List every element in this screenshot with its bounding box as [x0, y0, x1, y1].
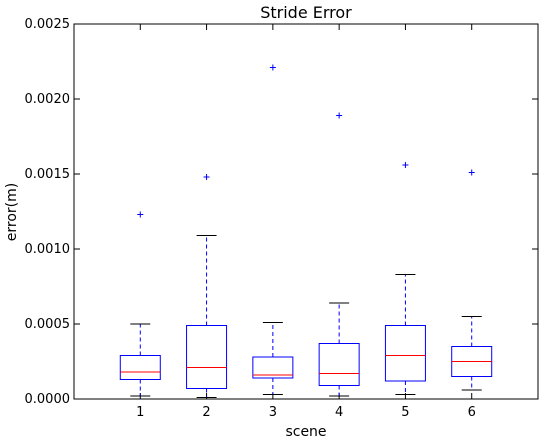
y-tick-label: 0.0020 [25, 92, 71, 107]
y-tick-label: 0.0000 [25, 392, 71, 407]
y-axis-ticks: 0.0000 0.0005 0.0010 0.0015 0.0020 0.0025 [25, 17, 538, 407]
x-tick-label: 2 [202, 405, 210, 420]
box-group-1 [119, 211, 161, 397]
iqr-box [384, 325, 426, 382]
iqr-box [318, 343, 360, 386]
y-tick-label: 0.0005 [25, 317, 71, 332]
box-group-4 [318, 112, 360, 397]
y-tick-label: 0.0010 [25, 242, 71, 257]
plot-frame [73, 23, 539, 400]
outlier-marker [269, 64, 276, 71]
x-tick-label: 3 [269, 405, 277, 420]
outlier-marker [468, 169, 475, 176]
plot-area-border [73, 23, 539, 400]
x-tick-label: 6 [468, 405, 476, 420]
chart-title: Stride Error [260, 3, 352, 22]
box-group-5 [384, 162, 426, 395]
box-group-2 [186, 174, 228, 398]
outlier-marker [137, 211, 144, 218]
x-tick-label: 5 [401, 405, 409, 420]
boxes [119, 64, 493, 398]
box-group-6 [451, 169, 493, 391]
x-tick-label: 4 [335, 405, 343, 420]
iqr-box [119, 355, 161, 380]
outlier-marker [402, 162, 409, 168]
box-group-3 [252, 64, 294, 395]
outlier-marker [203, 174, 210, 180]
y-tick-label: 0.0025 [25, 17, 71, 32]
y-axis-label: error(m) [4, 183, 20, 241]
iqr-box [252, 356, 294, 379]
x-axis-ticks: 1 2 3 4 5 6 [136, 24, 476, 420]
x-axis-label: scene [285, 424, 326, 440]
y-tick-label: 0.0015 [25, 167, 71, 182]
x-tick-label: 1 [136, 405, 144, 420]
iqr-box [186, 325, 228, 389]
outlier-marker [336, 112, 343, 119]
